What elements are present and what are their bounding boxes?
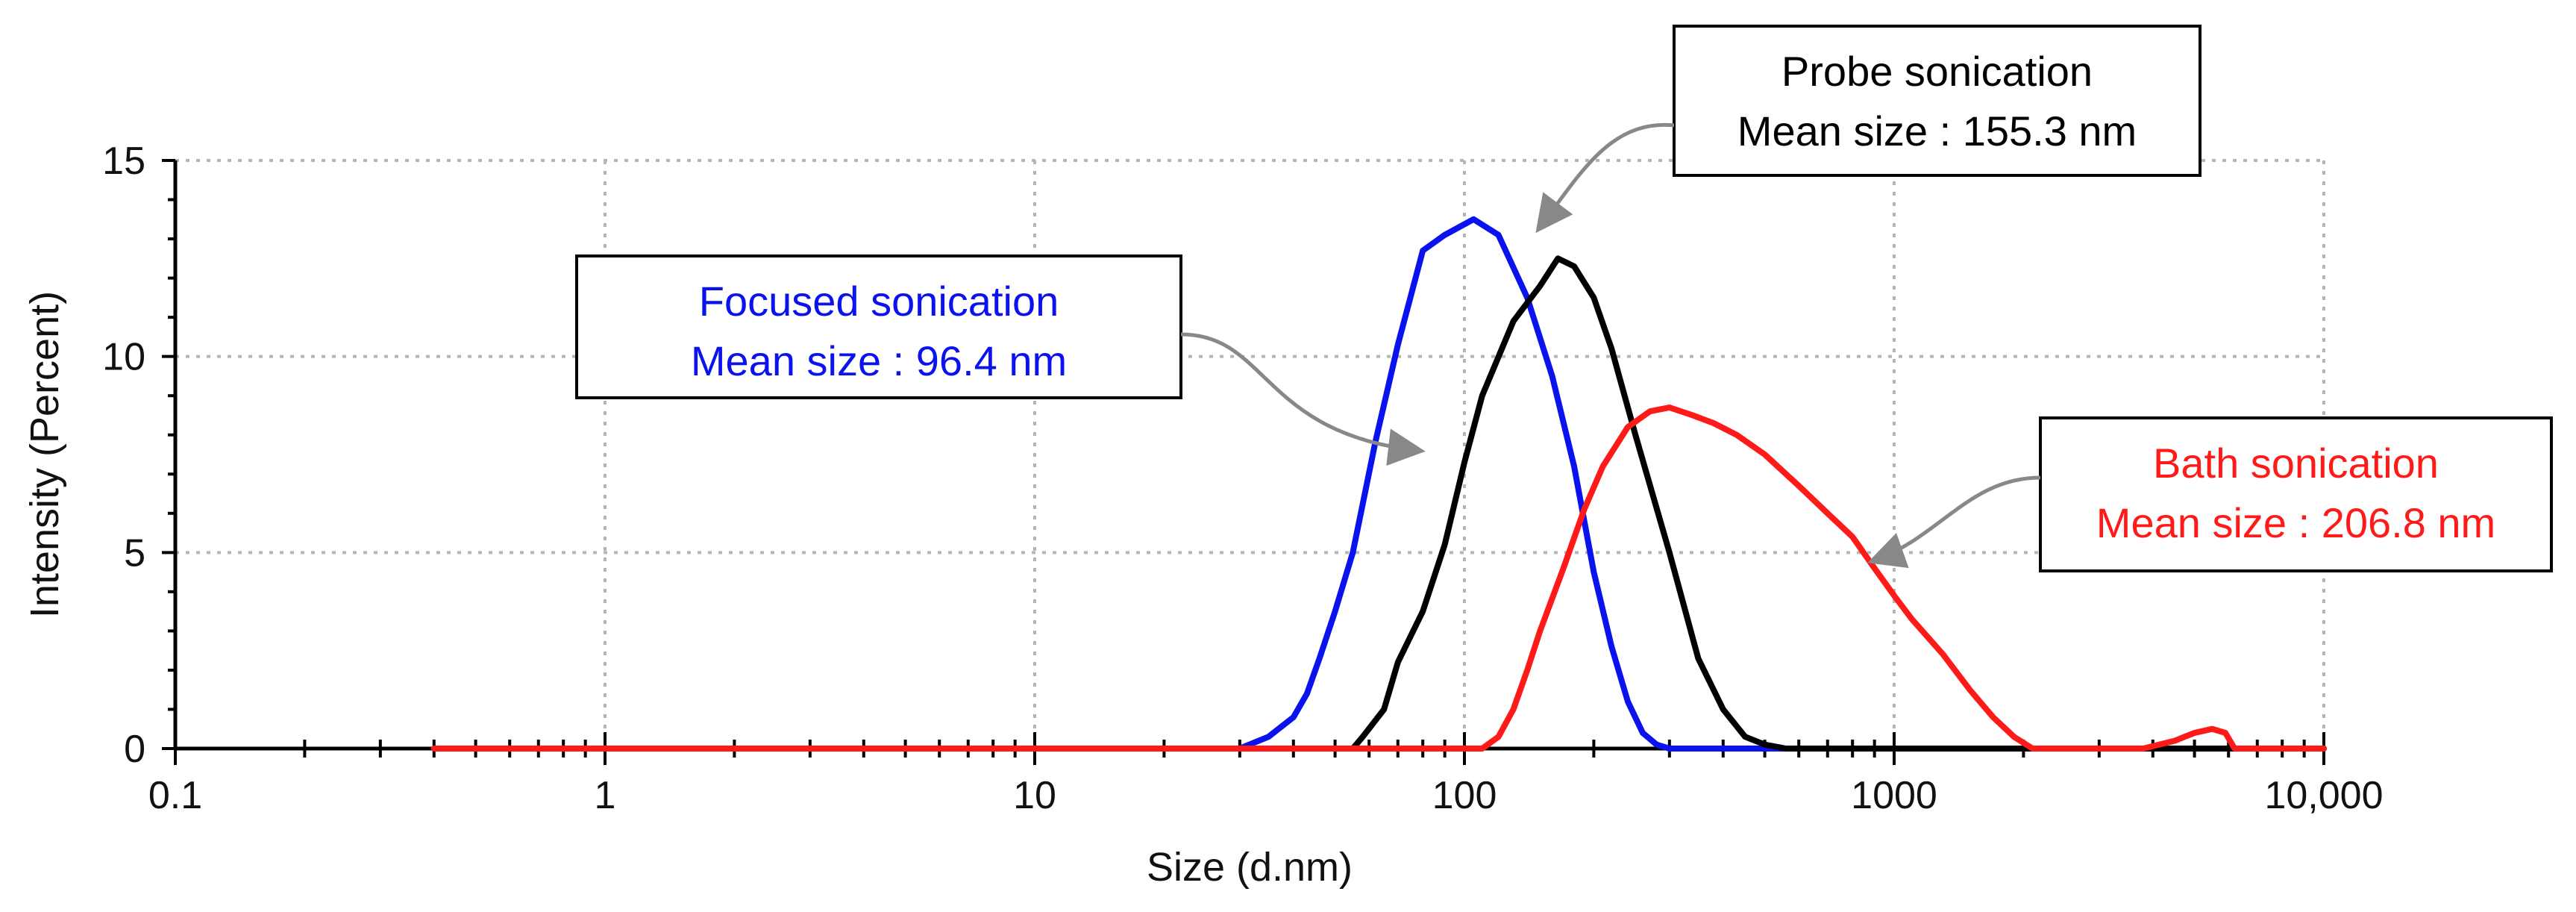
- callout-probe-arrow: [1535, 122, 1675, 234]
- x-tick-label: 100: [1432, 774, 1497, 817]
- series-line-probe-sonication: [430, 255, 2327, 752]
- callout-bath-arrow: [1867, 475, 2041, 569]
- y-axis-title: Intensity (Percent): [22, 291, 67, 618]
- y-ticks: 0 5 10 15: [102, 140, 175, 771]
- callout-bath-title: Bath sonication: [2153, 440, 2439, 487]
- y-tick-label: 15: [102, 140, 145, 183]
- x-tick-label: 0.1: [148, 774, 202, 817]
- callout-focused-arrow: [1180, 332, 1426, 466]
- y-tick-label: 0: [124, 728, 145, 771]
- x-tick-label: 10,000: [2264, 774, 2383, 817]
- series-line-bath-sonication: [430, 405, 2327, 752]
- x-axis-title: Size (d.nm): [1147, 845, 1353, 890]
- callout-bath-mean: Mean size : 206.8 nm: [2096, 499, 2495, 546]
- callout-focused-mean: Mean size : 96.4 nm: [691, 337, 1067, 384]
- callout-focused: Focused sonication Mean size : 96.4 nm: [575, 254, 1426, 466]
- x-ticks: 0.1 1 10 100 1000 10,000: [148, 732, 2384, 817]
- callout-box-probe: [1673, 25, 2201, 177]
- callout-focused-title: Focused sonication: [699, 278, 1059, 325]
- callout-probe: Probe sonication Mean size : 155.3 nm: [1535, 25, 2201, 234]
- y-tick-label: 10: [102, 336, 145, 379]
- y-tick-label: 5: [124, 531, 145, 575]
- callouts: Focused sonication Mean size : 96.4 nm P…: [575, 25, 2553, 572]
- callout-box-bath: [2039, 416, 2553, 572]
- callout-bath: Bath sonication Mean size : 206.8 nm: [1867, 416, 2553, 572]
- x-tick-label: 1: [595, 774, 616, 817]
- callout-probe-title: Probe sonication: [1781, 48, 2093, 95]
- series-line-focused-sonication: [430, 216, 2327, 752]
- x-tick-label: 1000: [1851, 774, 1937, 817]
- callout-probe-mean: Mean size : 155.3 nm: [1737, 107, 2137, 154]
- x-tick-label: 10: [1013, 774, 1056, 817]
- callout-box-focused: [575, 254, 1182, 399]
- grid-lines: [175, 159, 2325, 749]
- series-layer: [430, 216, 2327, 752]
